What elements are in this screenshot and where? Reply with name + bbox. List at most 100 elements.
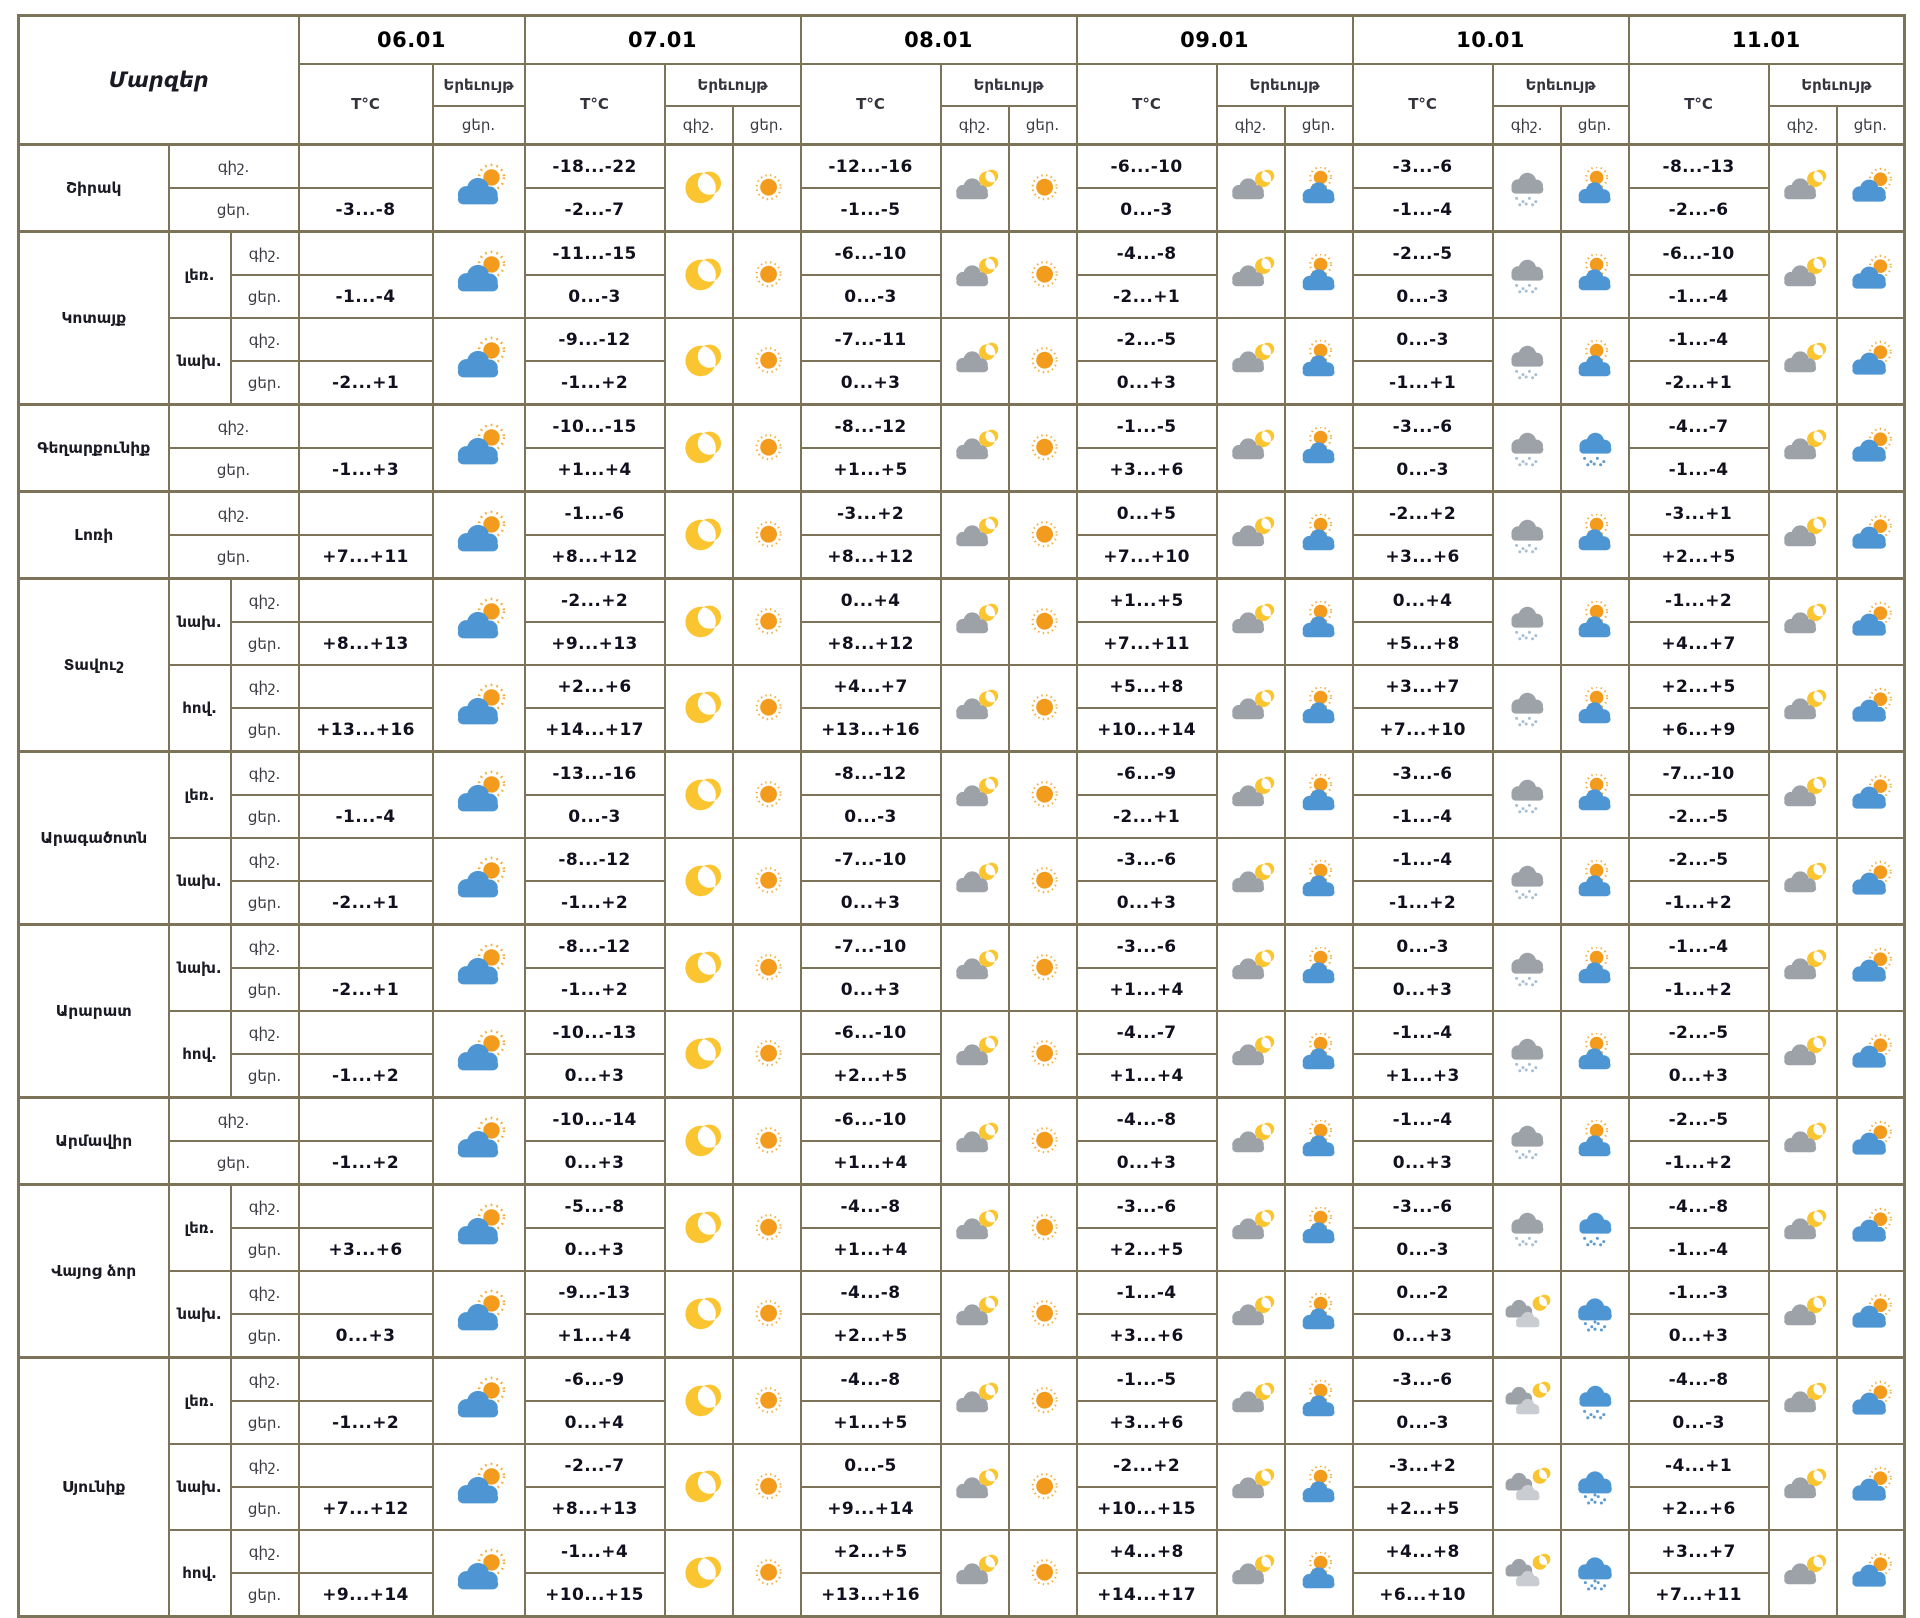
heavy-snow-cloud-icon [1571, 1466, 1619, 1508]
cloud-with-moon-icon [951, 1293, 999, 1335]
forecast-row-night: Շիրակ գիշ. -18...-22 -12...-16 -6...-10 -3...… [17, 143, 1906, 233]
cloud-with-moon-icon [1779, 1293, 1827, 1335]
temp-range-cell [297, 750, 434, 796]
crescent-moon-icon [675, 860, 723, 902]
heavy-snow-cloud-icon [1571, 1293, 1619, 1335]
temp-range-cell [297, 837, 434, 882]
day-label: ցեր. [1835, 105, 1906, 146]
sun-behind-cloud-icon [1846, 167, 1894, 209]
region-name-cell: Լոռի [17, 490, 170, 580]
temp-range-cell: -2...-5 [1627, 794, 1770, 839]
weather-icon-cell [663, 1183, 734, 1272]
sun-behind-cloud-icon [1846, 427, 1894, 469]
weather-icon-cell [1835, 1270, 1906, 1359]
weather-icon-cell [731, 317, 802, 406]
temp-range-cell: -1...+2 [297, 1053, 434, 1099]
weather-icon-cell [939, 577, 1010, 666]
weather-icon-cell [731, 750, 802, 839]
temp-range-cell: -2...-5 [1627, 837, 1770, 882]
weather-icon-cell [1007, 1270, 1078, 1359]
sun-icon [743, 514, 791, 556]
night-label: գիշ. [1767, 105, 1838, 146]
weather-icon-cell [731, 1443, 802, 1531]
weather-icon-cell [939, 1356, 1010, 1445]
temp-range-cell: -4...-7 [1075, 1010, 1218, 1055]
temp-range-cell: -1...+2 [1627, 880, 1770, 926]
crescent-moon-icon [675, 687, 723, 729]
temp-range-cell: 0...+3 [799, 360, 942, 406]
forecast-row-night: Արագածոտն լեռ. գիշ. -13...-16 -8...-12 -6...-… [17, 750, 1906, 926]
region-group: Վայոց ձոր լեռ. գիշ. -5...-8 -4...-8 -3...-6 -3… [17, 1183, 1906, 1359]
weather-icon-cell [663, 403, 734, 493]
weather-icon-cell [1767, 577, 1838, 666]
weather-icon-cell [1215, 1270, 1286, 1359]
clouds-with-moon-icon [1503, 1380, 1551, 1422]
weather-icon-cell [431, 1183, 526, 1272]
weather-icon-cell [1559, 750, 1630, 839]
temp-range-cell: -3...-6 [1075, 1183, 1218, 1229]
sun-over-cloud-icon [1295, 947, 1343, 989]
temp-range-cell: -7...-11 [799, 317, 942, 362]
weather-icon-cell [1491, 1443, 1562, 1531]
time-label-cell: ցեր. [229, 1053, 300, 1099]
temp-range-cell: 0...+3 [1351, 1140, 1494, 1186]
weather-icon-cell [1835, 1183, 1906, 1272]
temp-range-cell: 0...+4 [1351, 577, 1494, 623]
regions-header: Մարզեր [17, 14, 300, 146]
phenomenon-header: Երեւույթ [939, 63, 1078, 107]
weather-icon-cell [1215, 1443, 1286, 1531]
weather-icon-cell [1835, 1010, 1906, 1099]
temp-range-cell [297, 923, 434, 969]
temp-range-cell: +4...+7 [1627, 621, 1770, 666]
weather-icon-cell [1007, 1183, 1078, 1272]
cloud-with-moon-icon [1227, 687, 1275, 729]
weather-icon-cell [431, 664, 526, 753]
gray-snow-cloud-icon [1503, 340, 1551, 382]
weather-icon-cell [1007, 750, 1078, 839]
weather-icon-cell [1007, 577, 1078, 666]
sun-over-cloud-icon [1295, 1207, 1343, 1249]
temp-range-cell: -1...+2 [297, 1140, 434, 1186]
weather-icon-cell [1007, 837, 1078, 926]
subregion-cell: նախ. [167, 923, 232, 1012]
temp-range-cell: -1...+4 [523, 1529, 666, 1574]
temperature-header: T°C [799, 63, 942, 146]
time-label-cell: ցեր. [229, 1227, 300, 1272]
sun-over-cloud-icon [1571, 774, 1619, 816]
sun-icon [1019, 1207, 1067, 1249]
temp-range-cell: -3...-6 [1075, 837, 1218, 882]
temp-range-cell [297, 1443, 434, 1488]
weather-icon-cell [731, 1529, 802, 1618]
temp-range-cell: 0...+3 [297, 1313, 434, 1359]
sun-behind-cloud-icon [450, 683, 508, 733]
sun-behind-cloud-icon [1846, 1120, 1894, 1162]
weather-icon-cell [1559, 1010, 1630, 1099]
temp-range-cell: -1...+3 [297, 447, 434, 493]
sun-behind-cloud-icon [450, 250, 508, 300]
gray-snow-cloud-icon [1503, 1033, 1551, 1075]
temp-range-cell: 0...+3 [1351, 1313, 1494, 1359]
time-label-cell: գիշ. [229, 1270, 300, 1315]
forecast-row-day: ցեր. -1...-4 0...-3 0...-3 -2...+1 0...-3 -1..… [19, 274, 1905, 319]
sun-over-cloud-icon [1295, 514, 1343, 556]
weather-icon-cell [939, 1096, 1010, 1186]
weather-icon-cell [1007, 230, 1078, 319]
region-group: Արարատ նախ. գիշ. -8...-12 -7...-10 -3...-6 0..… [17, 923, 1906, 1099]
forecast-row-night: Արմավիր գիշ. -10...-14 -6...-10 -4...-8 -1...… [17, 1096, 1906, 1186]
cloud-with-moon-icon [951, 774, 999, 816]
forecast-row-night: նախ. գիշ. -9...-12 -7...-11 -2...-5 0...-3 -1.… [19, 317, 1906, 406]
temp-range-cell: +14...+17 [523, 707, 666, 753]
date-header: 09.01 [1075, 14, 1354, 65]
time-label-cell: ցեր. [229, 967, 300, 1012]
temp-range-cell: +8...+13 [523, 1486, 666, 1531]
sun-over-cloud-icon [1295, 1120, 1343, 1162]
crescent-moon-icon [675, 1207, 723, 1249]
temp-range-cell: -10...-13 [523, 1010, 666, 1055]
temp-range-cell: +2...+5 [1351, 1486, 1494, 1531]
gray-snow-cloud-icon [1503, 514, 1551, 556]
cloud-with-moon-icon [1779, 254, 1827, 296]
crescent-moon-icon [675, 1552, 723, 1594]
sun-icon [1019, 860, 1067, 902]
temp-range-cell: 0...-3 [1351, 317, 1494, 362]
sun-behind-cloud-icon [1846, 1552, 1894, 1594]
